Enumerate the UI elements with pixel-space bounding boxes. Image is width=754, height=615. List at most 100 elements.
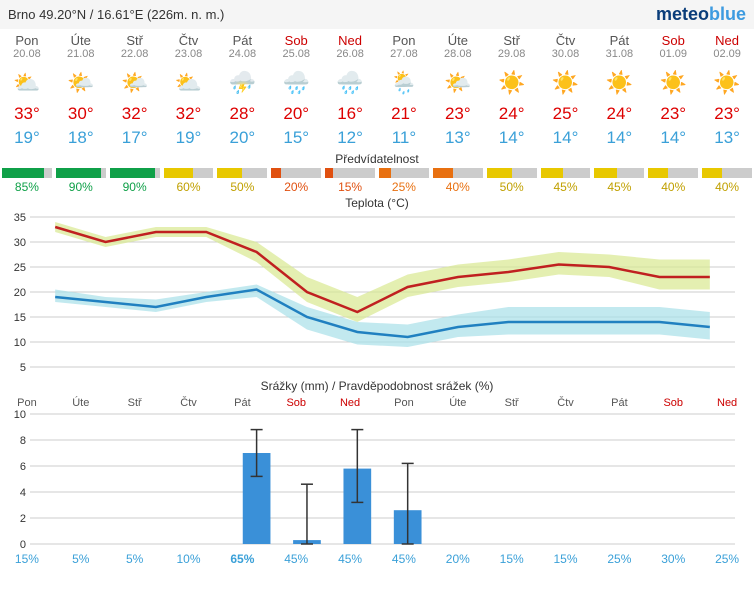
svg-text:0: 0 [20, 539, 26, 549]
predictability-bar-bg [217, 168, 267, 178]
predictability-bar-bg [648, 168, 698, 178]
predictability-bar [110, 168, 155, 178]
predictability-row: 85%90%90%60%50%20%15%25%40%50%45%45%40%4… [0, 168, 754, 194]
temp-high: 25° [539, 102, 593, 126]
temp-low-row: 19°18°17°19°20°15°12°11°13°14°14°14°14°1… [0, 126, 754, 150]
precip-probability: 10% [162, 552, 216, 566]
predictability-bar [2, 168, 44, 178]
temp-low: 19° [0, 126, 54, 150]
predictability-value: 15% [325, 180, 375, 194]
precip-probability: 15% [485, 552, 539, 566]
precip-chart-title: Srážky (mm) / Pravděpodobnost srážek (%) [0, 375, 754, 397]
precip-probability: 65% [215, 552, 269, 566]
weather-icon: 🌧️ [323, 64, 377, 102]
predictability-bar [271, 168, 281, 178]
precip-probability: 20% [431, 552, 485, 566]
temp-chart-title: Teplota (°C) [0, 194, 754, 212]
svg-text:10: 10 [14, 337, 26, 349]
predictability-bar [487, 168, 512, 178]
precip-day-label: Čtv [162, 397, 216, 409]
predictability-value: 60% [164, 180, 214, 194]
temp-low: 19° [162, 126, 216, 150]
predictability-cell: 25% [377, 168, 431, 194]
predictability-cell: 90% [54, 168, 108, 194]
day-header: Sob01.09 [646, 29, 700, 64]
svg-text:5: 5 [20, 362, 26, 372]
day-date: 29.08 [485, 48, 539, 60]
predictability-value: 25% [379, 180, 429, 194]
brand-logo: meteoblue [656, 4, 746, 25]
day-name: Pát [215, 33, 269, 48]
weather-icon: ⛅ [0, 64, 54, 102]
weather-icon: ⛅ [162, 64, 216, 102]
precip-day-label: Stř [485, 397, 539, 409]
day-name: Ned [700, 33, 754, 48]
day-date: 24.08 [215, 48, 269, 60]
temp-high: 32° [108, 102, 162, 126]
day-header: Stř22.08 [108, 29, 162, 64]
predictability-bar-bg [271, 168, 321, 178]
precip-probability-row: 15%5%5%10%65%45%45%45%20%15%15%25%30%25% [0, 552, 754, 566]
predictability-value: 40% [648, 180, 698, 194]
predictability-bar-bg [433, 168, 483, 178]
predictability-cell: 40% [431, 168, 485, 194]
precipitation-chart: 0246810 [0, 409, 754, 552]
predictability-bar-bg [702, 168, 752, 178]
day-header: Pon27.08 [377, 29, 431, 64]
predictability-bar-bg [379, 168, 429, 178]
day-name: Sob [269, 33, 323, 48]
predictability-value: 90% [56, 180, 106, 194]
temp-low: 17° [108, 126, 162, 150]
predictability-value: 50% [487, 180, 537, 194]
day-header: Úte21.08 [54, 29, 108, 64]
day-date: 31.08 [592, 48, 646, 60]
day-header: Pon20.08 [0, 29, 54, 64]
day-name: Stř [108, 33, 162, 48]
weather-icon: 🌧️ [269, 64, 323, 102]
svg-text:35: 35 [14, 212, 26, 224]
day-date: 01.09 [646, 48, 700, 60]
precip-day-label: Pát [215, 397, 269, 409]
predictability-cell: 40% [700, 168, 754, 194]
day-name: Pon [0, 33, 54, 48]
svg-text:2: 2 [20, 513, 26, 525]
predictability-cell: 90% [108, 168, 162, 194]
weather-icon: ☀️ [485, 64, 539, 102]
svg-text:30: 30 [14, 237, 26, 249]
precip-probability: 5% [108, 552, 162, 566]
temp-high: 20° [269, 102, 323, 126]
day-name: Úte [54, 33, 108, 48]
temp-low: 14° [539, 126, 593, 150]
temp-high: 16° [323, 102, 377, 126]
predictability-cell: 50% [485, 168, 539, 194]
day-date: 21.08 [54, 48, 108, 60]
weather-icon: ⛈️ [215, 64, 269, 102]
predictability-bar-bg [325, 168, 375, 178]
weather-icon: 🌤️ [108, 64, 162, 102]
precip-day-label: Stř [108, 397, 162, 409]
svg-text:15: 15 [14, 312, 26, 324]
location-text: Brno 49.20°N / 16.61°E (226m. n. m.) [8, 7, 224, 22]
day-header: Úte28.08 [431, 29, 485, 64]
predictability-bar-bg [110, 168, 160, 178]
predictability-cell: 45% [592, 168, 646, 194]
header: Brno 49.20°N / 16.61°E (226m. n. m.) met… [0, 0, 754, 29]
precip-probability: 5% [54, 552, 108, 566]
predictability-bar [433, 168, 453, 178]
temp-low: 15° [269, 126, 323, 150]
precip-probability: 15% [539, 552, 593, 566]
predictability-value: 45% [541, 180, 591, 194]
predictability-bar [56, 168, 101, 178]
predictability-value: 90% [110, 180, 160, 194]
brand-part1: meteo [656, 4, 709, 24]
day-header: Stř29.08 [485, 29, 539, 64]
precip-probability: 45% [269, 552, 323, 566]
day-date: 26.08 [323, 48, 377, 60]
day-name: Pát [592, 33, 646, 48]
day-header: Sob25.08 [269, 29, 323, 64]
temp-high: 21° [377, 102, 431, 126]
temp-high: 24° [592, 102, 646, 126]
temp-low: 14° [592, 126, 646, 150]
temp-low: 18° [54, 126, 108, 150]
precip-day-label: Čtv [539, 397, 593, 409]
